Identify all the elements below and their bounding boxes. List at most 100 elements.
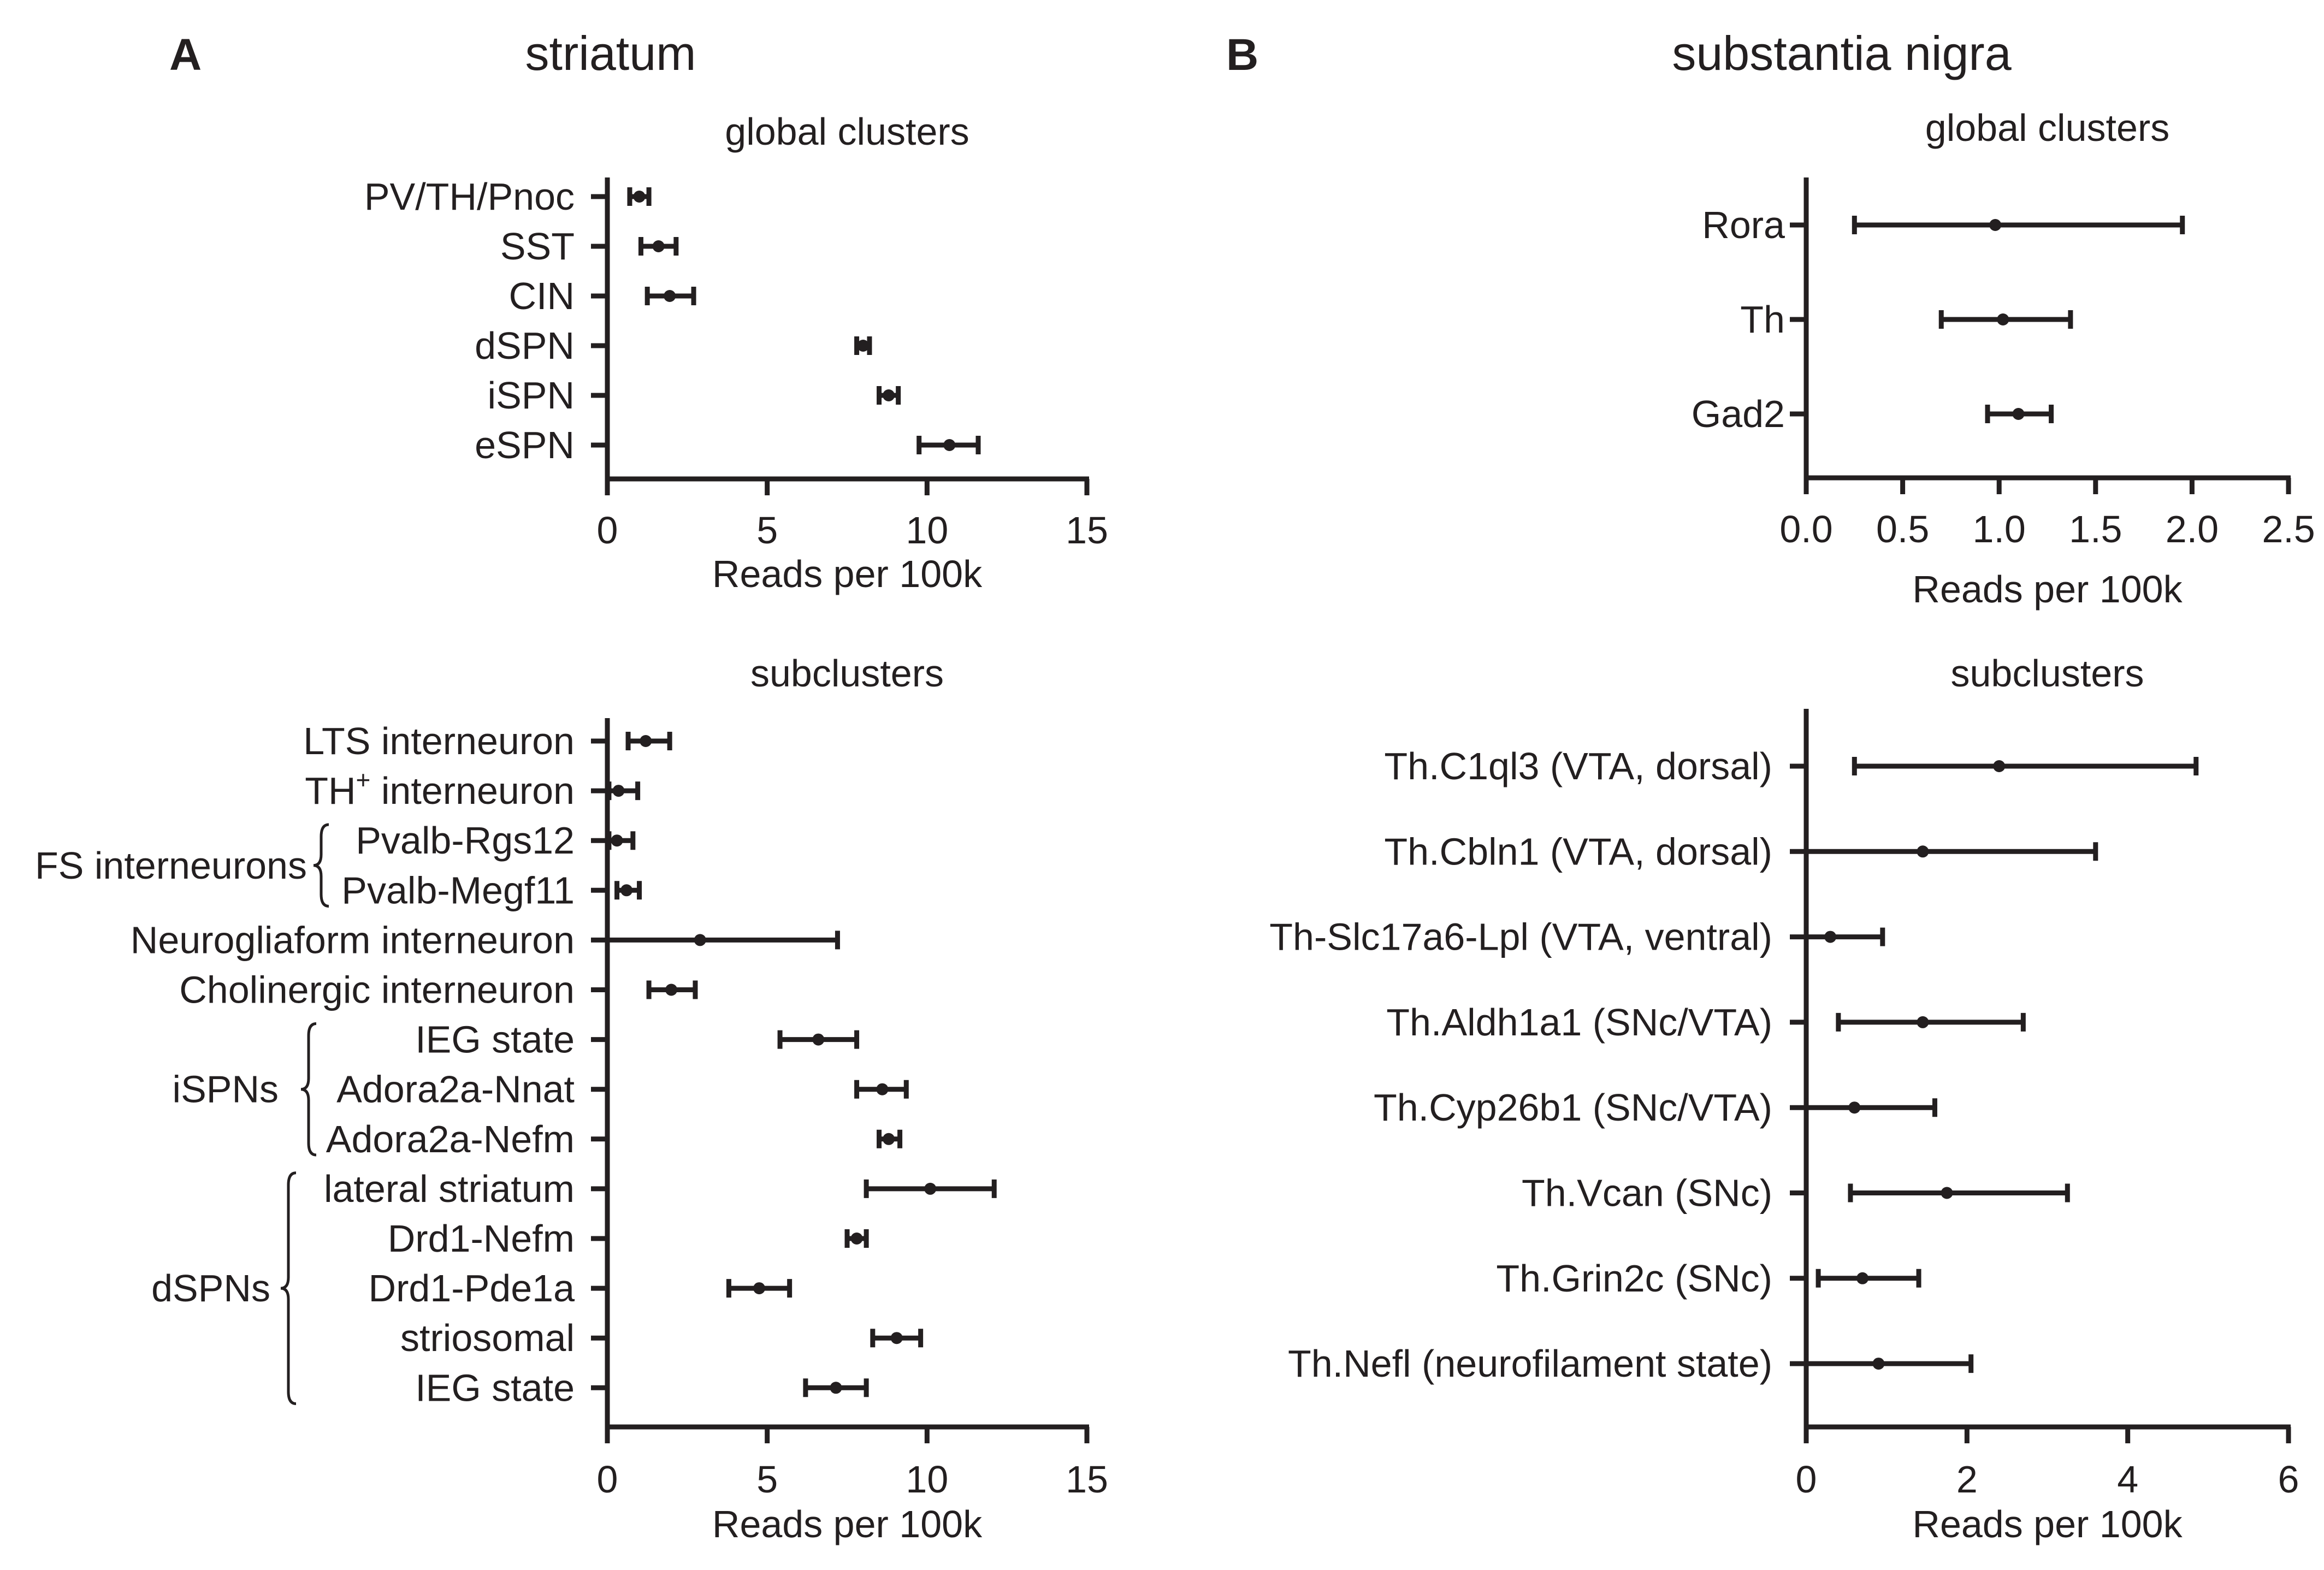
category-label: LTS interneuron <box>303 720 575 762</box>
data-point <box>883 1133 895 1145</box>
data-point <box>890 1332 903 1344</box>
panel-title-substantia-nigra: substantia nigra <box>1672 26 2011 80</box>
category-label: Th <box>1740 298 1785 341</box>
group-brace <box>313 823 329 908</box>
data-point <box>1941 1187 1953 1199</box>
category-label: Gad2 <box>1692 393 1785 435</box>
data-point <box>883 389 895 401</box>
category-label: IEG state <box>415 1366 575 1409</box>
data-point <box>664 290 676 302</box>
x-axis-label: Reads per 100k <box>712 553 983 595</box>
x-tick-label: 0.5 <box>1876 508 1929 550</box>
group-label: iSPNs <box>173 1068 279 1111</box>
x-tick-label: 0 <box>597 509 618 552</box>
data-point <box>1917 845 1929 858</box>
chart-subtitle: subclusters <box>1950 652 2144 695</box>
x-axis-label: Reads per 100k <box>712 1503 983 1545</box>
data-point <box>1848 1101 1861 1114</box>
group-brace <box>300 1022 317 1157</box>
chart-subtitle: global clusters <box>1925 106 2169 149</box>
chart-subtitle: global clusters <box>725 110 969 153</box>
x-tick-label: 6 <box>2278 1458 2299 1501</box>
category-label: Pvalb-Megf11 <box>341 869 575 911</box>
data-point <box>943 439 956 451</box>
data-point <box>620 884 633 897</box>
x-tick-label: 5 <box>756 1458 778 1501</box>
data-point <box>694 934 706 946</box>
x-tick-label: 15 <box>1066 1458 1108 1501</box>
category-label: TH+ interneuron <box>305 766 575 812</box>
data-point <box>1872 1358 1885 1370</box>
data-point <box>652 240 665 252</box>
x-tick-label: 0 <box>597 1458 618 1501</box>
data-point <box>2012 408 2025 420</box>
x-tick-label: 0.0 <box>1779 508 1832 550</box>
category-label-text: TH <box>305 769 356 812</box>
category-label: PV/TH/Pnoc <box>364 175 575 218</box>
data-point <box>1993 760 2006 772</box>
category-label: Neurogliaform interneuron <box>131 919 575 961</box>
x-tick-label: 15 <box>1066 509 1108 552</box>
x-axis-label: Reads per 100k <box>1912 1503 2183 1545</box>
x-tick-label: 1.5 <box>2069 508 2122 550</box>
data-point <box>1824 931 1837 943</box>
x-tick-label: 2.0 <box>2166 508 2219 550</box>
category-label: Th.Cbln1 (VTA, dorsal) <box>1384 830 1772 873</box>
category-label: Th.Cyp26b1 (SNc/VTA) <box>1374 1086 1772 1129</box>
x-tick-label: 4 <box>2117 1458 2138 1501</box>
x-tick-label: 1.0 <box>1973 508 2026 550</box>
category-label: Th.Nefl (neurofilament state) <box>1288 1342 1772 1385</box>
category-label: Rora <box>1702 204 1785 246</box>
data-point <box>640 735 652 747</box>
category-label: Drd1-Pde1a <box>369 1267 575 1310</box>
data-point <box>633 191 646 203</box>
category-label: dSPN <box>475 324 575 367</box>
nigra-subclusters-chart: subclusters 0 2 4 6 Reads per 100k Th.C1ql3 (V… <box>1269 652 2299 1545</box>
group-label: FS interneurons <box>35 844 307 887</box>
category-label: Th-Slc17a6-Lpl (VTA, ventral) <box>1269 916 1772 958</box>
data-point <box>612 785 625 797</box>
category-label: CIN <box>508 275 575 317</box>
category-label: Th.C1ql3 (VTA, dorsal) <box>1384 745 1772 787</box>
group-label: dSPNs <box>151 1267 270 1310</box>
nigra-global-clusters-chart: global clusters 0.0 0.5 1.0 1.5 2.0 2.5 Reads p… <box>1692 106 2315 611</box>
data-point <box>1989 219 2002 231</box>
category-label: Cholinergic interneuron <box>179 969 575 1011</box>
category-label: Adora2a-Nefm <box>326 1118 575 1160</box>
x-tick-label: 0 <box>1796 1458 1817 1501</box>
category-label: lateral striatum <box>324 1168 575 1210</box>
panel-letter-b: B <box>1226 30 1258 80</box>
x-axis-label: Reads per 100k <box>1912 568 2183 611</box>
data-point <box>830 1382 842 1394</box>
data-point <box>1856 1272 1869 1284</box>
category-label: IEG state <box>415 1018 575 1061</box>
data-point <box>812 1033 825 1046</box>
category-label: eSPN <box>475 424 575 466</box>
data-point <box>857 340 870 352</box>
category-label: Adora2a-Nnat <box>336 1068 575 1111</box>
panel-letter-a: A <box>169 30 202 80</box>
chart-subtitle: subclusters <box>750 652 944 695</box>
x-tick-label: 10 <box>906 509 948 552</box>
data-point <box>850 1233 863 1245</box>
data-point <box>611 834 623 847</box>
category-label: Th.Vcan (SNc) <box>1522 1172 1772 1214</box>
data-point <box>1997 313 2009 325</box>
x-tick-label: 5 <box>756 509 778 552</box>
panel-title-striatum: striatum <box>525 26 696 80</box>
category-label-suffix: interneuron <box>370 769 575 812</box>
data-point <box>665 984 678 996</box>
x-tick-label: 2.5 <box>2262 508 2315 550</box>
data-point <box>924 1182 937 1195</box>
striatum-global-clusters-chart: global clusters 0 5 10 15 Reads per 100k PV/TH… <box>364 110 1108 595</box>
x-tick-label: 2 <box>1956 1458 1978 1501</box>
group-brace <box>280 1171 297 1405</box>
category-label: Th.Grin2c (SNc) <box>1496 1257 1772 1300</box>
category-label: striosomal <box>400 1317 575 1359</box>
category-label: Th.Aldh1a1 (SNc/VTA) <box>1386 1001 1772 1044</box>
category-label: Pvalb-Rgs12 <box>356 819 575 862</box>
category-label: SST <box>500 225 575 268</box>
striatum-subclusters-chart: subclusters 0 5 10 15 Reads per 100k LTS inter… <box>35 652 1108 1545</box>
category-label: iSPN <box>488 374 575 417</box>
